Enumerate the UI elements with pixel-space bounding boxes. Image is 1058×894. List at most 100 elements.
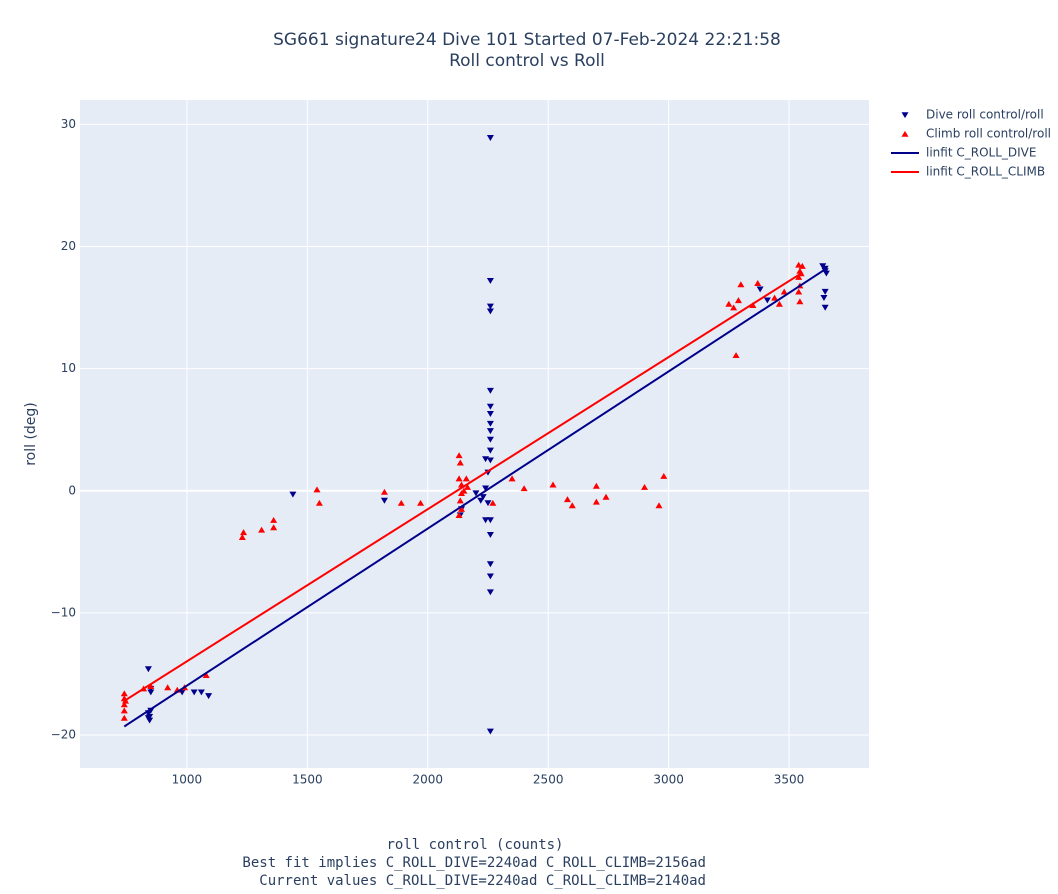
marker [592, 498, 600, 505]
y-tick-label: −10 [51, 605, 76, 619]
marker [737, 281, 745, 288]
marker [455, 452, 463, 459]
marker [484, 500, 492, 507]
marker [120, 707, 128, 714]
marker [380, 488, 388, 495]
marker [641, 483, 649, 490]
marker [147, 689, 155, 696]
marker [796, 298, 804, 305]
marker [655, 502, 663, 509]
x-tick-label: 2000 [413, 773, 444, 787]
marker [417, 499, 425, 506]
x-tick-label: 3500 [774, 773, 805, 787]
chart-subtitle: Roll control vs Roll [449, 51, 605, 71]
chart-title: SG661 signature24 Dive 101 Started 07-Fe… [273, 30, 781, 50]
marker [460, 487, 468, 494]
marker [520, 485, 528, 492]
marker [775, 300, 783, 307]
marker [147, 683, 155, 689]
marker [240, 529, 248, 536]
marker [455, 475, 463, 482]
marker [486, 387, 494, 394]
marker [822, 270, 830, 277]
marker [780, 288, 788, 295]
y-tick-label: 10 [61, 361, 76, 375]
marker [479, 494, 487, 501]
marker [820, 295, 828, 301]
marker [821, 288, 829, 295]
x-tick-label: 1000 [172, 773, 203, 787]
marker [144, 715, 152, 722]
y-tick-label: 0 [68, 483, 76, 497]
legend-label: linfit C_ROLL_DIVE [926, 146, 1036, 160]
marker [456, 497, 464, 504]
x-tick-label: 3000 [653, 773, 684, 787]
marker [190, 689, 198, 696]
marker [313, 486, 321, 493]
marker [486, 308, 494, 315]
marker [563, 496, 571, 503]
marker [482, 485, 490, 492]
marker [238, 534, 246, 540]
marker [771, 294, 779, 301]
marker [798, 262, 806, 269]
marker [486, 420, 494, 427]
marker [315, 499, 323, 506]
marker [486, 561, 494, 568]
y-tick-label: 30 [61, 117, 76, 131]
marker [486, 589, 494, 596]
marker [486, 428, 494, 435]
marker [202, 672, 210, 678]
marker [486, 531, 494, 538]
marker [270, 524, 278, 531]
marker [486, 457, 494, 464]
annotation: Current values C_ROLL_DIVE=2240ad C_ROLL… [259, 873, 706, 889]
marker [380, 497, 388, 504]
fit-line [123, 272, 802, 702]
marker [289, 491, 297, 498]
marker [164, 684, 172, 691]
marker [486, 403, 494, 410]
marker [756, 286, 764, 293]
marker [205, 693, 213, 700]
marker [795, 288, 803, 295]
marker [120, 701, 128, 708]
x-tick-label: 2500 [533, 773, 564, 787]
legend-symbol [901, 130, 909, 137]
plot-area [80, 100, 869, 768]
marker [455, 512, 463, 519]
marker [508, 475, 516, 482]
marker [472, 490, 480, 497]
marker [486, 135, 494, 142]
y-tick-label: 20 [61, 239, 76, 253]
marker [486, 447, 494, 454]
marker [197, 689, 205, 696]
marker [144, 666, 152, 673]
marker [397, 499, 405, 506]
marker [489, 499, 497, 506]
x-axis-title: roll control (counts) [386, 837, 563, 853]
marker [270, 516, 278, 523]
marker [730, 304, 738, 311]
marker [457, 505, 465, 512]
marker [486, 436, 494, 443]
marker [795, 273, 803, 280]
marker [486, 303, 494, 310]
marker [821, 304, 829, 311]
marker [464, 483, 472, 490]
marker [486, 517, 494, 524]
marker [486, 573, 494, 580]
marker [482, 517, 490, 524]
marker [120, 714, 128, 721]
marker [549, 481, 557, 488]
legend-symbol [901, 112, 909, 119]
annotation: Best fit implies C_ROLL_DIVE=2240ad C_RO… [242, 855, 706, 871]
marker [754, 280, 762, 286]
marker [602, 493, 610, 500]
marker [660, 472, 668, 479]
marker [462, 475, 470, 482]
marker [734, 297, 742, 304]
marker [486, 728, 494, 735]
marker [486, 277, 494, 284]
marker [477, 497, 485, 504]
